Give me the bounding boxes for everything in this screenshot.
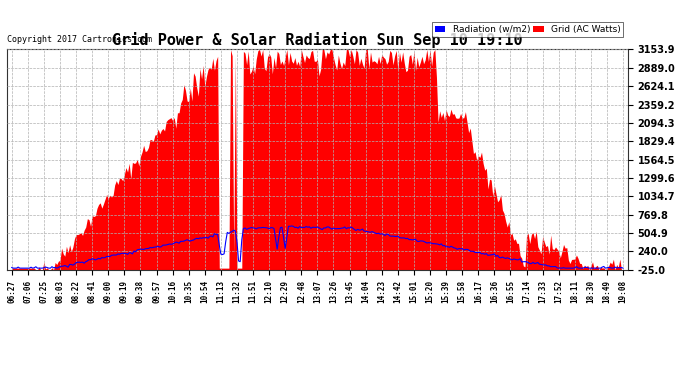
Title: Grid Power & Solar Radiation Sun Sep 10 19:10: Grid Power & Solar Radiation Sun Sep 10 … (112, 32, 523, 48)
Text: Copyright 2017 Cartronics.com: Copyright 2017 Cartronics.com (7, 35, 152, 44)
Legend: Radiation (w/m2), Grid (AC Watts): Radiation (w/m2), Grid (AC Watts) (432, 22, 623, 37)
